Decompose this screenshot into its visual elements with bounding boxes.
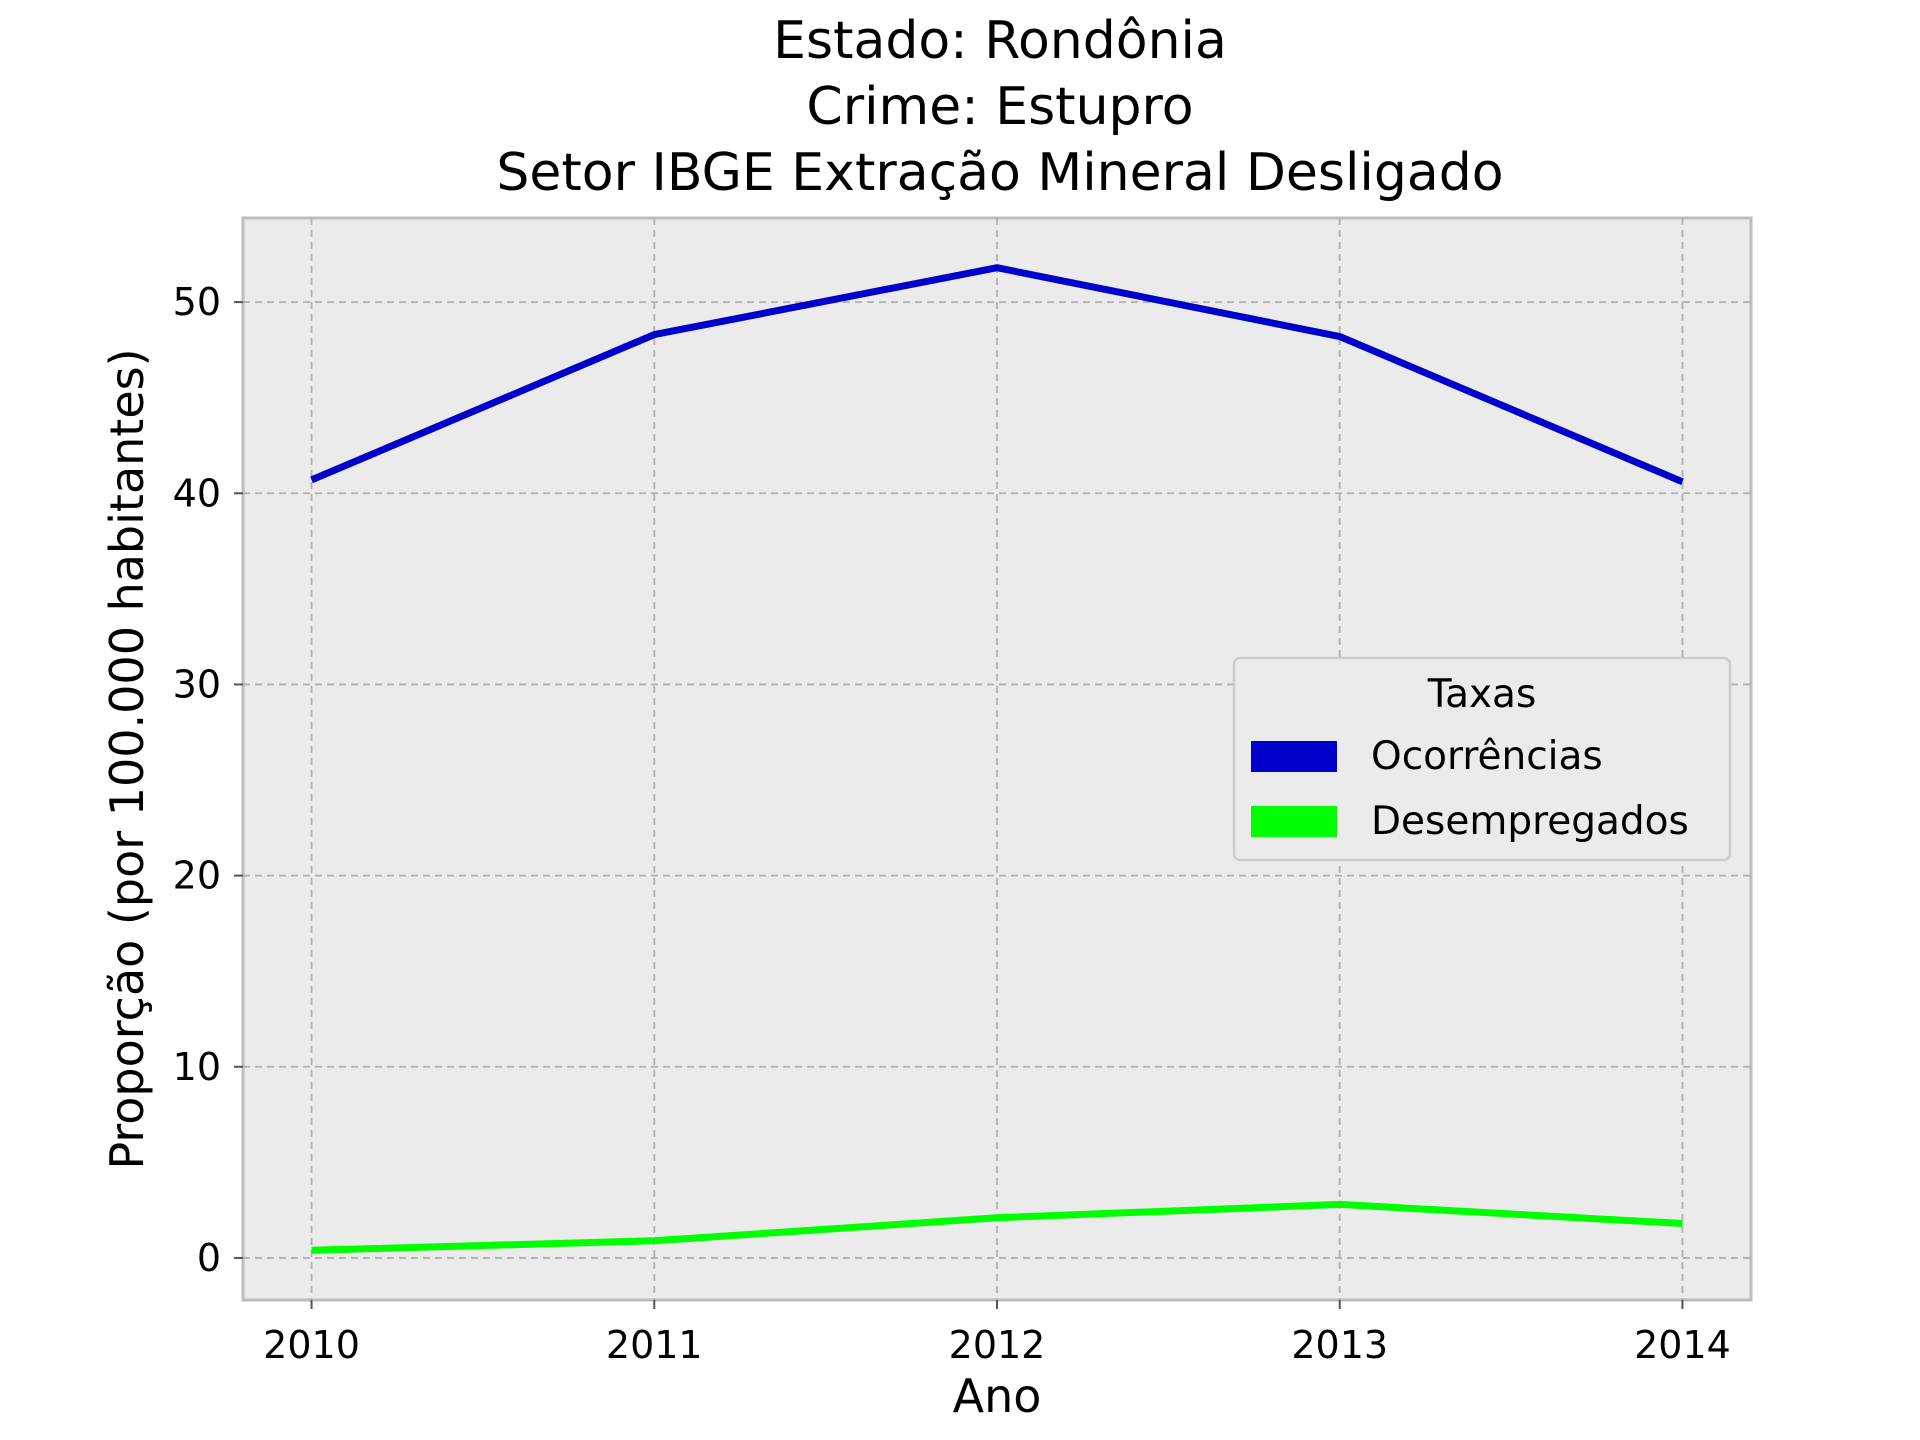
x-tick-label: 2012: [949, 1323, 1046, 1367]
y-tick-label: 10: [173, 1045, 221, 1089]
x-tick-label: 2014: [1634, 1323, 1731, 1367]
title-line-3: Setor IBGE Extração Mineral Desligado: [496, 143, 1503, 203]
legend: Taxas Ocorrências Desempregados: [1232, 656, 1732, 862]
series-line-ocorrencias: [310, 264, 1684, 486]
legend-title: Taxas: [1427, 672, 1537, 717]
x-tick-label: 2011: [606, 1323, 703, 1367]
legend-swatch-desempregados: [1251, 806, 1337, 837]
title-line-2: Crime: Estupro: [806, 77, 1193, 137]
y-tick-label: 0: [197, 1236, 221, 1280]
legend-label-desempregados: Desempregados: [1371, 799, 1689, 844]
y-axis-ticks: 0 10 20 30 40 50: [173, 280, 243, 1280]
y-tick-label: 40: [173, 471, 221, 515]
x-tick-label: 2010: [263, 1323, 360, 1367]
y-tick-label: 30: [173, 662, 221, 706]
series-lines: [310, 264, 1684, 1254]
title-line-1: Estado: Rondônia: [773, 11, 1227, 71]
y-tick-label: 50: [173, 280, 221, 324]
y-axis-label: Proporção (por 100.000 habitantes): [100, 348, 154, 1169]
chart-title: Estado: Rondônia Crime: Estupro Setor IB…: [496, 11, 1503, 203]
x-axis-ticks: 2010 2011 2012 2013 2014: [263, 1300, 1731, 1367]
legend-box: [1232, 656, 1732, 862]
y-tick-label: 20: [173, 854, 221, 898]
x-axis-label: Ano: [953, 1369, 1042, 1423]
x-tick-label: 2013: [1291, 1323, 1388, 1367]
legend-label-ocorrencias: Ocorrências: [1371, 734, 1603, 779]
legend-swatch-ocorrencias: [1251, 741, 1337, 772]
series-line-desempregados: [311, 1200, 1683, 1254]
